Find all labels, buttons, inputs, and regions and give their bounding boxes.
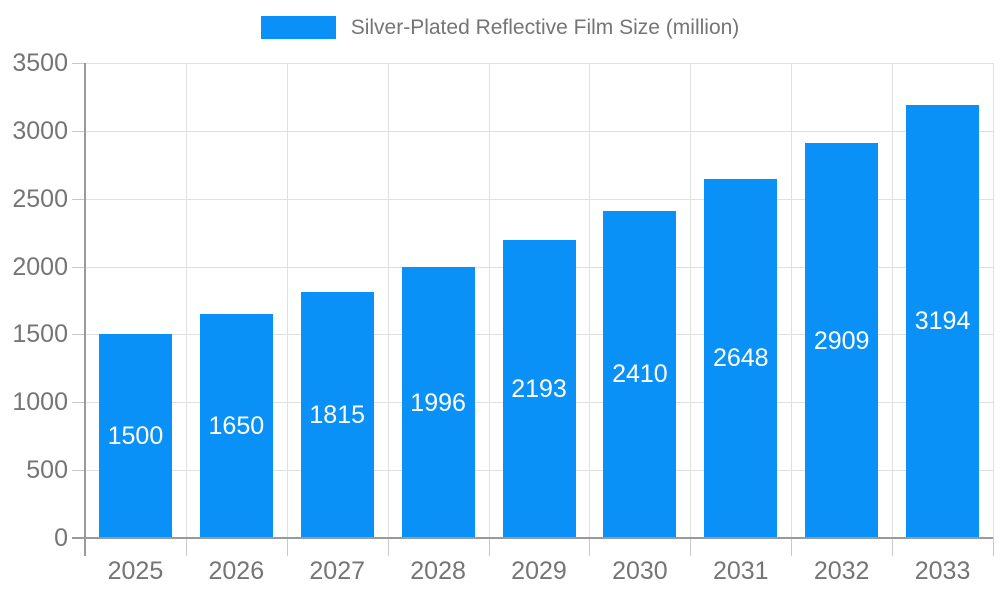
y-axis-tick: [72, 63, 85, 64]
y-tick-label: 0: [54, 524, 68, 552]
x-axis-tick: [791, 538, 793, 556]
horizontal-gridline: [85, 130, 993, 132]
x-axis-labels: 2025 2026 2027 2028 2029 2030 2031 2032 2033: [85, 556, 993, 588]
horizontal-gridline: [85, 63, 993, 64]
bar-2032[interactable]: 2909: [805, 143, 879, 538]
bar-value-label: 2909: [813, 326, 870, 355]
y-tick-label: 2500: [12, 184, 68, 213]
bar-value-label: 1650: [208, 412, 265, 441]
x-tick-label: 2028: [410, 557, 466, 585]
bar-value-label: 1500: [107, 422, 164, 451]
y-tick-label: 1000: [12, 388, 68, 417]
x-tick-label: 2027: [309, 557, 366, 585]
bar-value-label: 2648: [712, 344, 769, 373]
y-tick-label: 2000: [12, 252, 68, 281]
x-axis-tick: [387, 538, 389, 556]
x-tick-label: 2025: [107, 557, 164, 585]
vertical-gridline: [185, 63, 187, 538]
vertical-gridline: [589, 63, 591, 538]
vertical-gridline: [791, 63, 793, 538]
y-axis-tick: [72, 266, 85, 268]
x-tick-label: 2032: [813, 557, 870, 585]
vertical-gridline: [387, 63, 389, 538]
bar-2025[interactable]: 1500: [98, 334, 172, 538]
x-tick-label: 2033: [914, 557, 971, 585]
x-axis-tick: [488, 538, 490, 556]
bar-2030[interactable]: 2410: [603, 210, 677, 538]
horizontal-gridline: [85, 198, 993, 200]
x-axis-tick: [892, 538, 894, 556]
bar-2031[interactable]: 2648: [704, 178, 778, 538]
y-tick-label: 3500: [12, 49, 68, 77]
bar-2026[interactable]: 1650: [199, 314, 273, 538]
vertical-gridline: [993, 63, 994, 538]
x-tick-label: 2026: [208, 557, 265, 585]
y-axis-labels: 0 500 1000 1500 2000 2500 3000 3500: [0, 50, 68, 551]
y-axis-tick: [72, 402, 85, 404]
x-axis-tick: [185, 538, 187, 556]
y-axis-line: [84, 63, 86, 556]
x-axis-tick: [589, 538, 591, 556]
vertical-gridline: [286, 63, 288, 538]
legend-swatch-icon: [260, 16, 336, 39]
bar-2029[interactable]: 2193: [502, 240, 576, 538]
vertical-gridline: [488, 63, 490, 538]
vertical-gridline: [892, 63, 894, 538]
bar-value-label: 1996: [410, 388, 466, 417]
bar-value-label: 1815: [309, 400, 366, 429]
x-axis-line: [72, 537, 993, 539]
x-axis-tick: [993, 538, 994, 556]
x-tick-label: 2030: [612, 557, 668, 585]
y-tick-label: 3000: [12, 116, 68, 145]
bar-2028[interactable]: 1996: [401, 267, 475, 538]
x-tick-label: 2029: [511, 557, 567, 585]
x-axis-tick: [690, 538, 692, 556]
bar-2027[interactable]: 1815: [300, 291, 374, 538]
y-axis-tick: [72, 130, 85, 132]
vertical-gridline: [690, 63, 692, 538]
y-axis-tick: [72, 470, 85, 472]
x-axis-tick: [286, 538, 288, 556]
x-tick-label: 2031: [712, 557, 769, 585]
bar-value-label: 3194: [914, 307, 971, 336]
bar-2033[interactable]: 3194: [906, 104, 980, 538]
bar-value-label: 2193: [511, 375, 567, 404]
legend[interactable]: Silver-Plated Reflective Film Size (mill…: [0, 16, 1000, 39]
y-tick-label: 500: [26, 456, 68, 485]
y-axis-tick: [72, 198, 85, 200]
y-axis-tick: [72, 334, 85, 336]
legend-label: Silver-Plated Reflective Film Size (mill…: [350, 16, 740, 39]
y-tick-label: 1500: [12, 320, 68, 349]
bar-value-label: 2410: [612, 360, 668, 389]
plot-area: 1500 1650 1815 1996 2193 2410 2648 2909 3194: [72, 63, 994, 556]
